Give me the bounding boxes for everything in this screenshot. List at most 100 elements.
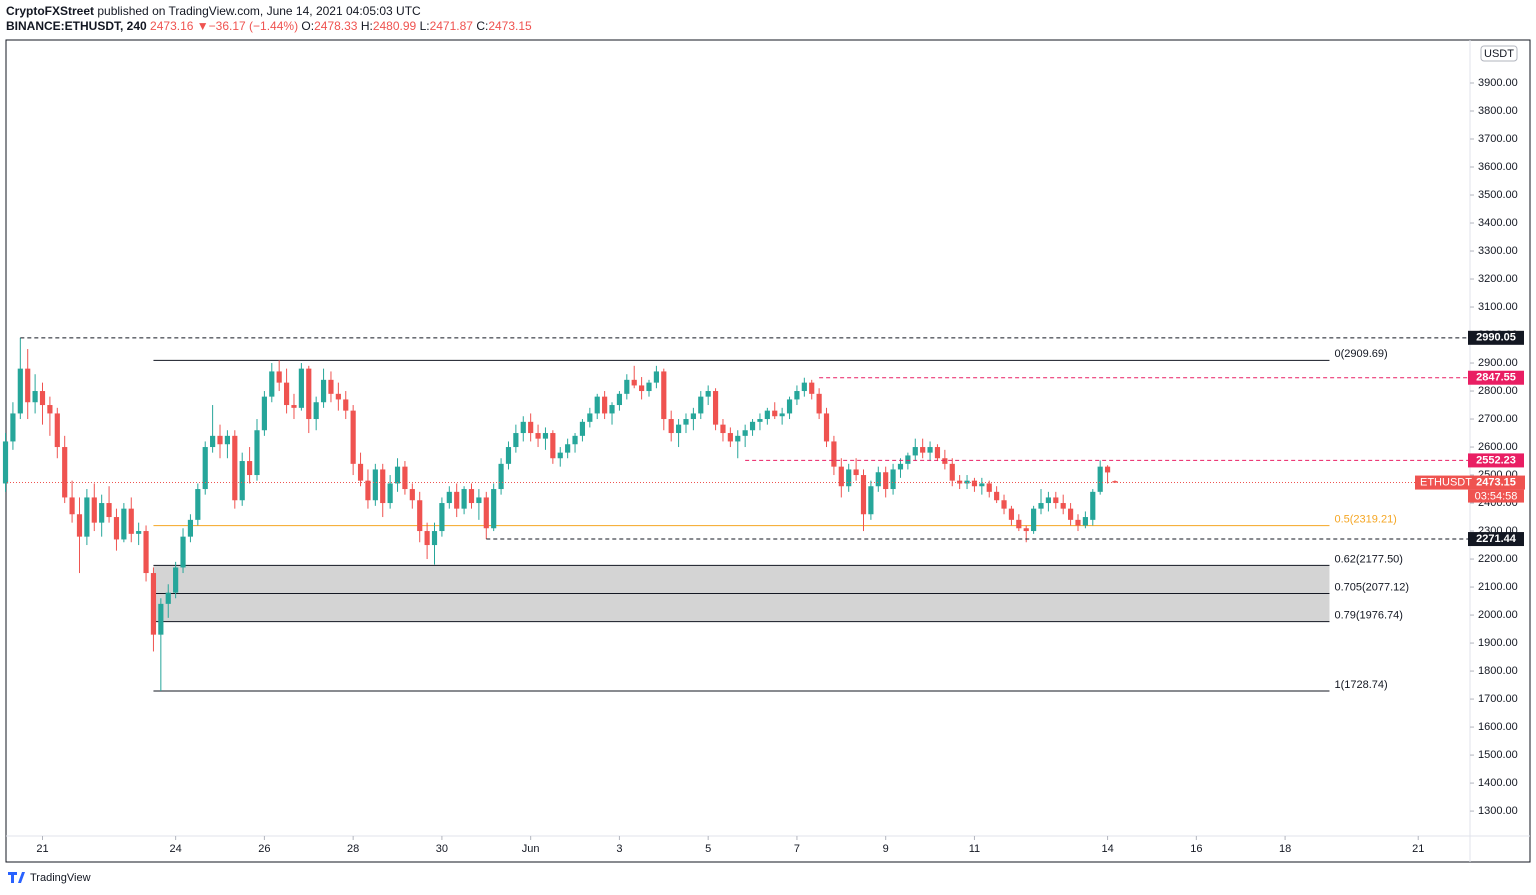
candle-body: [121, 508, 127, 540]
candle-body: [498, 463, 504, 490]
candle-body: [572, 435, 578, 445]
candle-body: [949, 463, 955, 481]
candle-body: [47, 405, 53, 414]
candle-body: [417, 500, 423, 532]
candle-body: [661, 371, 667, 420]
candle-body: [1097, 466, 1103, 492]
candle-body: [439, 503, 445, 532]
y-tick-label: 1600.00: [1478, 721, 1518, 733]
candle-body: [232, 435, 238, 501]
x-tick-label: Jun: [522, 843, 540, 855]
candle-body: [54, 413, 60, 448]
fib-label: 0.705(2077.12): [1334, 581, 1409, 593]
published: published on TradingView.com, June 14, 2…: [97, 4, 421, 18]
candle-body: [343, 399, 349, 411]
candle-body: [846, 469, 852, 487]
candle-body: [957, 480, 963, 484]
candle-body: [468, 489, 475, 504]
y-tick-label: 1800.00: [1478, 665, 1518, 677]
candle-body: [550, 433, 556, 459]
fib-zone: [153, 593, 1330, 622]
candle-body: [609, 405, 615, 414]
candle-body: [698, 396, 704, 414]
candle-body: [461, 489, 467, 509]
candle-body: [779, 413, 785, 417]
candle-body: [424, 531, 430, 546]
candle-body: [62, 447, 68, 498]
candle-body: [542, 433, 549, 439]
candle-body: [676, 424, 682, 434]
candle-body: [720, 424, 726, 434]
candle-body: [912, 447, 918, 456]
candle-body: [10, 413, 16, 442]
y-tick-label: 1700.00: [1478, 693, 1518, 705]
candle-body: [860, 475, 867, 515]
candle-body: [890, 469, 896, 490]
candle-body: [446, 491, 452, 504]
fib-zone: [153, 565, 1330, 594]
y-tick-label: 2000.00: [1478, 609, 1518, 621]
countdown: 03:54:58: [1475, 490, 1518, 502]
candle-body: [764, 410, 770, 420]
candle-body: [1031, 508, 1037, 532]
last-price-value: 2473.15: [1476, 476, 1516, 488]
candle-body: [1045, 497, 1051, 504]
candle-body: [106, 503, 112, 518]
candle-body: [646, 382, 652, 392]
logo-mark: [8, 872, 25, 883]
c-label: C:: [476, 19, 489, 33]
author: CryptoFXStreet: [6, 4, 95, 18]
candle-body: [128, 508, 134, 534]
candle-body: [831, 441, 837, 467]
y-tick-label: 2900.00: [1478, 357, 1518, 369]
candle-body: [616, 393, 623, 406]
candle-body: [357, 463, 364, 481]
x-tick-label: 16: [1190, 843, 1202, 855]
candle-body: [579, 421, 586, 436]
level-badge: [1468, 532, 1524, 547]
x-tick-label: 3: [616, 843, 622, 855]
candle-body: [868, 486, 874, 515]
candle-body: [136, 531, 142, 534]
candle-body: [1001, 500, 1007, 509]
candle-body: [565, 444, 571, 453]
countdown-badge: [1468, 489, 1524, 503]
candle-body: [143, 531, 149, 574]
y-tick-label: 1900.00: [1478, 637, 1518, 649]
candle-body: [1023, 528, 1029, 532]
candle-body: [602, 396, 608, 414]
candle-body: [25, 368, 31, 403]
candle-body: [535, 433, 541, 439]
y-tick-label: 3200.00: [1478, 273, 1518, 285]
y-tick-label: 3300.00: [1478, 245, 1518, 257]
candle-body: [757, 419, 763, 422]
candle-body: [1008, 508, 1015, 520]
candle-body: [431, 531, 438, 546]
x-tick-label: 24: [170, 843, 182, 855]
candle-body: [402, 466, 408, 490]
candle-body: [816, 393, 822, 414]
symbol: BINANCE:ETHUSDT, 240: [6, 19, 147, 33]
candle-body: [727, 433, 733, 442]
o-label: O:: [301, 19, 315, 33]
candle-body: [180, 536, 186, 568]
high: 2480.99: [372, 19, 417, 33]
candle-body: [99, 503, 105, 523]
fib-label: 0(2909.69): [1334, 348, 1387, 360]
x-tick-label: 11: [969, 843, 980, 855]
x-tick-label: 9: [883, 843, 889, 855]
level-badge-text: 2990.05: [1476, 332, 1516, 344]
candle-body: [1075, 519, 1081, 526]
y-tick-label: 1400.00: [1478, 777, 1518, 789]
candle-body: [210, 435, 216, 448]
y-tick-label: 1500.00: [1478, 749, 1518, 761]
candle-body: [1053, 497, 1059, 504]
candle-body: [394, 466, 401, 484]
candle-body: [387, 483, 393, 504]
close: 2473.15: [488, 19, 532, 33]
x-tick-label: 21: [1412, 843, 1424, 855]
candle-body: [283, 382, 290, 406]
candle-body: [2, 441, 9, 484]
candle-body: [291, 405, 297, 408]
level-badge: [1468, 330, 1524, 345]
